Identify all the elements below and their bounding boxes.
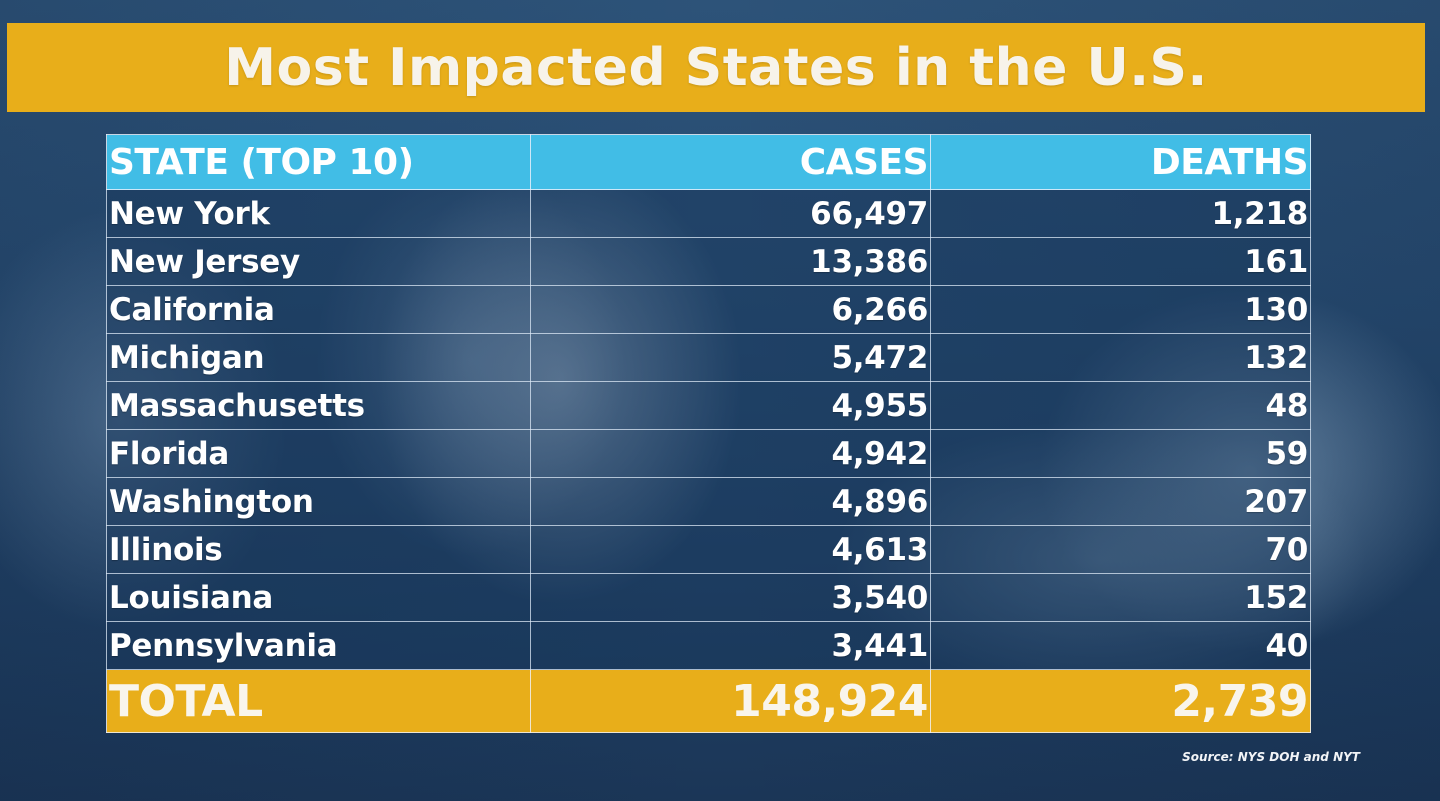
state-cell: Pennsylvania xyxy=(106,621,531,670)
deaths-cell: 40 xyxy=(930,621,1311,670)
header-row: STATE (TOP 10) CASES DEATHS xyxy=(106,134,1311,190)
cases-cell: 4,955 xyxy=(530,381,931,430)
data-table-container: STATE (TOP 10) CASES DEATHS New York 66,4… xyxy=(106,134,1311,733)
deaths-cell: 161 xyxy=(930,237,1311,286)
cases-cell: 66,497 xyxy=(530,189,931,238)
total-cases: 148,924 xyxy=(530,669,931,733)
table-row: Florida 4,942 59 xyxy=(106,429,1311,478)
states-table: STATE (TOP 10) CASES DEATHS New York 66,4… xyxy=(106,134,1311,733)
cases-cell: 4,942 xyxy=(530,429,931,478)
column-header-cases: CASES xyxy=(530,134,931,190)
state-cell: Massachusetts xyxy=(106,381,531,430)
deaths-cell: 48 xyxy=(930,381,1311,430)
state-cell: Illinois xyxy=(106,525,531,574)
total-deaths: 2,739 xyxy=(930,669,1311,733)
deaths-cell: 1,218 xyxy=(930,189,1311,238)
deaths-cell: 59 xyxy=(930,429,1311,478)
table-row: New York 66,497 1,218 xyxy=(106,189,1311,238)
deaths-cell: 132 xyxy=(930,333,1311,382)
deaths-cell: 207 xyxy=(930,477,1311,526)
state-cell: Florida xyxy=(106,429,531,478)
cases-cell: 13,386 xyxy=(530,237,931,286)
state-cell: New York xyxy=(106,189,531,238)
table-row: Massachusetts 4,955 48 xyxy=(106,381,1311,430)
state-cell: New Jersey xyxy=(106,237,531,286)
deaths-cell: 152 xyxy=(930,573,1311,622)
table-row: Pennsylvania 3,441 40 xyxy=(106,621,1311,670)
table-row: Louisiana 3,540 152 xyxy=(106,573,1311,622)
state-cell: Michigan xyxy=(106,333,531,382)
deaths-cell: 130 xyxy=(930,285,1311,334)
state-cell: Washington xyxy=(106,477,531,526)
cases-cell: 5,472 xyxy=(530,333,931,382)
cases-cell: 4,896 xyxy=(530,477,931,526)
table-row: Illinois 4,613 70 xyxy=(106,525,1311,574)
table-body: New York 66,497 1,218 New Jersey 13,386 161 Ca… xyxy=(106,189,1311,670)
state-cell: California xyxy=(106,285,531,334)
table-row: New Jersey 13,386 161 xyxy=(106,237,1311,286)
page-title: Most Impacted States in the U.S. xyxy=(224,37,1208,98)
table-row: California 6,266 130 xyxy=(106,285,1311,334)
cases-cell: 6,266 xyxy=(530,285,931,334)
column-header-deaths: DEATHS xyxy=(930,134,1311,190)
source-credit: Source: NYS DOH and NYT xyxy=(1182,750,1360,764)
total-label: TOTAL xyxy=(106,669,531,733)
deaths-cell: 70 xyxy=(930,525,1311,574)
total-row: TOTAL 148,924 2,739 xyxy=(106,669,1311,733)
state-cell: Louisiana xyxy=(106,573,531,622)
cases-cell: 4,613 xyxy=(530,525,931,574)
table-row: Michigan 5,472 132 xyxy=(106,333,1311,382)
column-header-state: STATE (TOP 10) xyxy=(106,134,531,190)
cases-cell: 3,540 xyxy=(530,573,931,622)
table-row: Washington 4,896 207 xyxy=(106,477,1311,526)
cases-cell: 3,441 xyxy=(530,621,931,670)
title-bar: Most Impacted States in the U.S. xyxy=(7,23,1425,112)
